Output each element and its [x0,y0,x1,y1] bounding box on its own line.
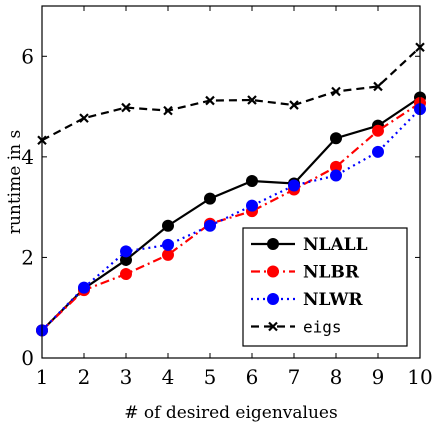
data-point [372,145,384,158]
x-tick-label: 4 [162,365,175,389]
plot-frame [41,5,421,359]
y-tick-label: 4 [21,145,34,169]
x-tick-label: 5 [204,365,217,389]
data-point [373,81,383,92]
data-point [246,199,258,212]
legend-item-nlall: NLALL [251,235,368,255]
data-point [246,174,258,187]
legend-item-nlbr: NLBR [251,263,360,283]
data-point [163,105,173,116]
x-tick-label: 9 [372,365,385,389]
y-axis-title: runtime in s [5,130,25,234]
legend-item-nlwr: NLWR [251,290,363,310]
data-point [288,179,300,192]
data-point [372,124,384,137]
x-tick-label: 6 [246,365,259,389]
data-point [289,100,299,110]
y-tick-label: 6 [21,44,34,68]
data-point [162,238,174,251]
series-line [41,102,421,332]
data-point [330,160,342,173]
data-point [121,102,131,113]
data-point [331,86,341,97]
data-point [162,219,174,232]
data-point [120,268,132,281]
data-point [204,219,216,232]
data-point [330,132,342,145]
data-point [330,169,342,182]
data-point [205,95,215,106]
data-point [204,192,216,205]
series-layer [36,42,426,337]
x-tick-label: 10 [407,365,432,389]
data-point [120,253,132,266]
x-tick-label: 1 [36,365,49,389]
data-point [78,281,90,294]
y-tick-label: 2 [21,245,34,269]
ticks-layer: 1 2 3 4 5 6 7 8 9 10 0 2 4 6 [21,6,433,389]
legend-marker [267,293,279,305]
legend-marker [268,321,278,332]
data-point [247,95,257,105]
series-line [41,46,421,142]
legend-label: NLALL [303,235,368,255]
data-point [162,248,174,261]
legend-marker [267,265,279,278]
x-tick-label: 7 [288,365,301,389]
x-axis-title: # of desired eigenvalues [124,403,337,423]
x-tick-label: 3 [120,365,133,389]
legend: NLALL NLBR NLWR eigs [242,227,408,347]
y-tick-label: 0 [21,346,34,370]
x-tick-label: 8 [330,365,343,389]
legend-item-eigs: eigs [251,318,342,337]
x-tick-label: 2 [78,365,91,389]
data-point [79,113,89,123]
legend-marker [267,238,279,250]
legend-label: NLWR [303,290,363,310]
series-line [41,96,421,332]
legend-label: eigs [303,318,342,337]
data-point [120,245,132,258]
legend-label: NLBR [303,263,360,283]
